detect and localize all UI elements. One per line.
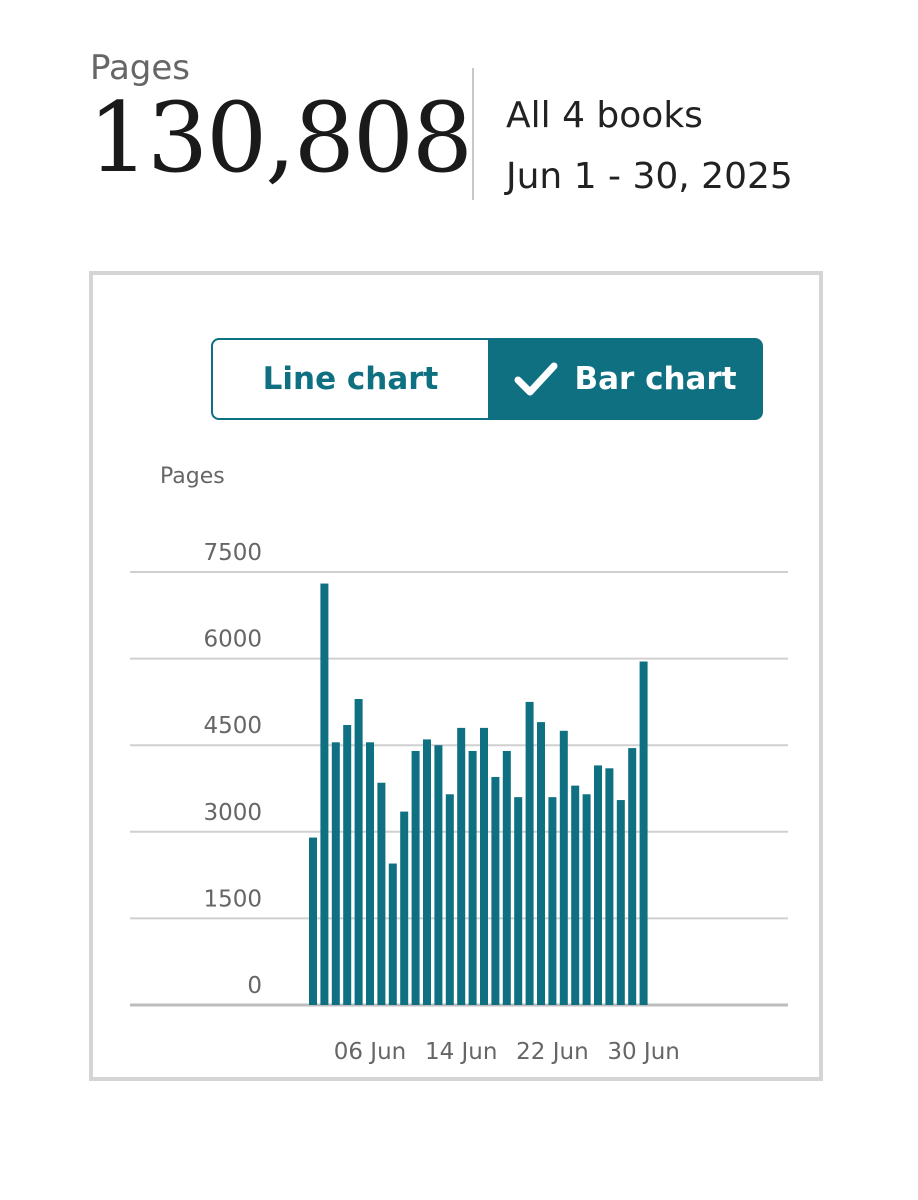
y-tick-label: 0 — [247, 973, 262, 999]
bar — [309, 837, 317, 1005]
bar — [423, 739, 431, 1005]
bar — [502, 750, 511, 1005]
book-scope: All 4 books — [506, 95, 703, 136]
bar — [628, 748, 637, 1005]
bar — [491, 776, 500, 1005]
bar — [434, 745, 443, 1005]
bar-chart-button[interactable]: Bar chart — [488, 338, 763, 420]
bar — [468, 750, 477, 1005]
bar — [445, 794, 454, 1005]
line-chart-button[interactable]: Line chart — [211, 338, 488, 420]
pages-total: 130,808 — [88, 82, 473, 194]
summary-divider — [472, 68, 474, 200]
bar — [320, 583, 329, 1005]
bar-chart-label: Bar chart — [574, 361, 737, 397]
bar — [537, 722, 545, 1005]
y-tick-label: 4500 — [203, 713, 262, 739]
bar — [457, 727, 466, 1005]
x-tick-label: 30 Jun — [607, 1039, 680, 1065]
bar — [411, 750, 420, 1005]
bar — [343, 724, 352, 1005]
bar — [571, 785, 580, 1005]
chart-type-toggle: Line chart Bar chart — [211, 338, 763, 420]
bar — [605, 768, 614, 1005]
x-tick-label: 14 Jun — [425, 1039, 498, 1065]
y-tick-label: 7500 — [203, 540, 262, 566]
bar — [354, 699, 363, 1005]
y-tick-label: 6000 — [203, 627, 262, 653]
bar — [582, 794, 591, 1005]
bar — [525, 701, 534, 1005]
bar — [480, 727, 488, 1005]
bar — [559, 730, 568, 1005]
x-tick-label: 06 Jun — [334, 1039, 407, 1065]
bar — [377, 782, 386, 1005]
bar — [639, 661, 648, 1005]
bar — [514, 797, 523, 1005]
bar — [388, 863, 397, 1005]
y-axis-title: Pages — [160, 464, 225, 489]
date-range: Jun 1 - 30, 2025 — [506, 156, 793, 197]
bar — [594, 765, 602, 1005]
bar — [366, 742, 374, 1005]
x-tick-label: 22 Jun — [516, 1039, 589, 1065]
checkmark-icon — [514, 362, 558, 396]
bar — [331, 742, 340, 1005]
pages-label: Pages — [90, 48, 191, 88]
line-chart-label: Line chart — [262, 361, 439, 397]
bar — [400, 811, 409, 1005]
y-tick-label: 1500 — [203, 886, 262, 912]
y-tick-label: 3000 — [203, 800, 262, 826]
bar — [616, 800, 625, 1005]
bar — [548, 797, 557, 1005]
chart-panel — [89, 271, 823, 1081]
